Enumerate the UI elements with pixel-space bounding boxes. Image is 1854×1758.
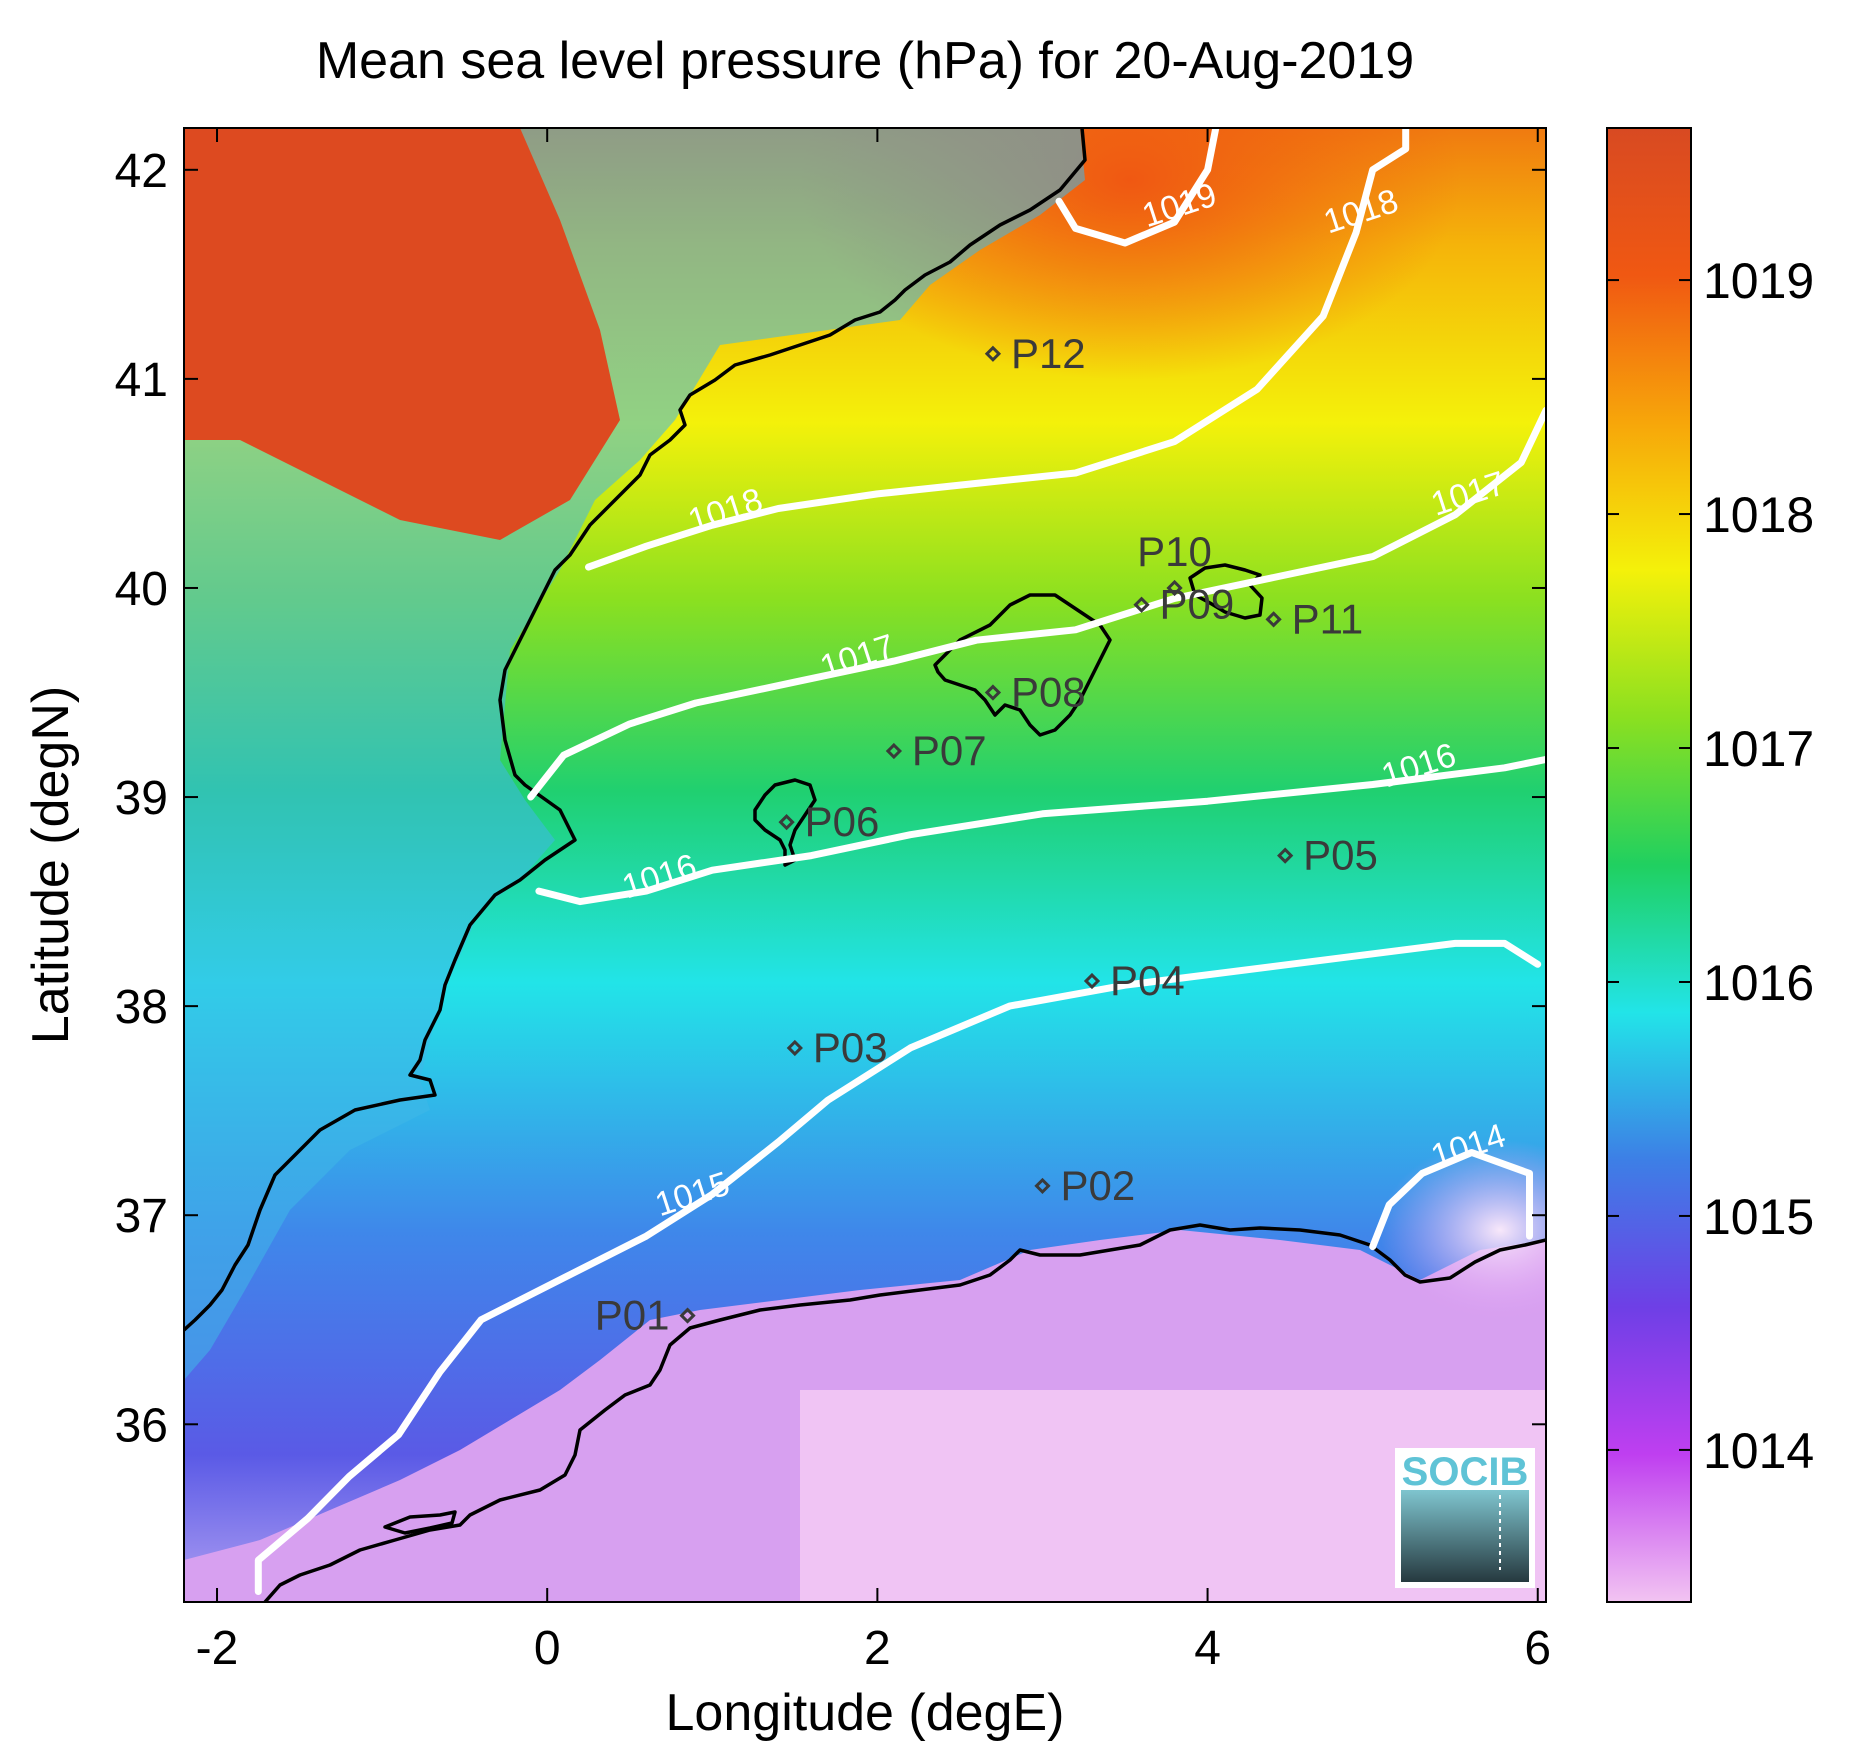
station-label-p06: P06 xyxy=(805,798,880,845)
station-marker-p10 xyxy=(1166,579,1183,597)
ibiza-island xyxy=(753,778,817,867)
station-label-p05: P05 xyxy=(1303,832,1378,879)
iberia-highlands xyxy=(184,128,620,540)
y-tick-label: 37 xyxy=(115,1190,168,1243)
colorbar-tick-label: 1017 xyxy=(1703,721,1814,777)
y-tick-label: 40 xyxy=(115,563,168,616)
socib-logo: SOCIB xyxy=(1395,1448,1535,1588)
low-pressure-area xyxy=(1380,1140,1546,1320)
station-marker-p07 xyxy=(885,742,903,760)
y-tick-label: 39 xyxy=(115,772,168,825)
station-marker-p01 xyxy=(679,1307,696,1324)
station-label-p08: P08 xyxy=(1011,669,1086,716)
x-tick-label: 0 xyxy=(534,1622,561,1675)
iberia-coastline xyxy=(184,128,1087,1332)
colorbar-tick-label: 1014 xyxy=(1703,1423,1814,1479)
x-axis-label: Longitude (degE) xyxy=(666,1684,1065,1742)
station-marker-p08 xyxy=(984,684,1002,701)
station-markers: P01 P02 P03 P04 P05 P06 P07 P08 P09 P10 P11 P12 xyxy=(595,330,1378,1339)
colorbar-ticks: 1014 1015 1016 1017 1018 1019 xyxy=(1607,253,1814,1479)
contour-1016-line xyxy=(535,755,1546,906)
alboran-island xyxy=(383,1510,457,1535)
station-label-p09: P09 xyxy=(1160,581,1235,628)
colorbar-tick-label: 1019 xyxy=(1703,253,1814,309)
africa-coastline xyxy=(263,1223,1546,1602)
x-tick-label: 6 xyxy=(1524,1622,1551,1675)
contour-1017-line xyxy=(527,406,1546,801)
station-marker-p04 xyxy=(1083,972,1101,990)
station-label-p01: P01 xyxy=(595,1292,670,1339)
chart-title: Mean sea level pressure (hPa) for 20-Aug… xyxy=(316,32,1414,90)
station-label-p07: P07 xyxy=(912,727,987,774)
socib-logo-text: SOCIB xyxy=(1402,1450,1529,1494)
colorbar-tick-label: 1015 xyxy=(1703,1189,1814,1245)
station-marker-p05 xyxy=(1277,847,1294,864)
colorbar-gradient xyxy=(1606,127,1692,1603)
x-tick-label: 4 xyxy=(1194,1622,1221,1675)
x-axis: -2 0 2 4 6 xyxy=(196,128,1551,1675)
station-label-p04: P04 xyxy=(1110,957,1185,1004)
contour-1015-line xyxy=(254,939,1542,1595)
contour-lines xyxy=(254,128,1546,1595)
station-label-p11: P11 xyxy=(1292,595,1364,642)
colorbar-tick-label: 1016 xyxy=(1703,955,1814,1011)
station-marker-p12 xyxy=(984,345,1002,362)
y-tick-label: 41 xyxy=(115,354,168,407)
station-marker-p06 xyxy=(778,814,795,831)
station-marker-p11 xyxy=(1265,611,1282,628)
station-label-p03: P03 xyxy=(813,1024,888,1071)
mallorca-island xyxy=(933,593,1112,737)
x-tick-label: 2 xyxy=(864,1622,891,1675)
menorca-island xyxy=(1188,563,1264,620)
station-marker-p02 xyxy=(1034,1177,1051,1195)
contour-1019-line xyxy=(1055,128,1220,247)
contour-1014-line xyxy=(1369,1149,1533,1251)
station-label-p10: P10 xyxy=(1137,528,1212,575)
station-label-p12: P12 xyxy=(1011,330,1086,377)
x-tick-label: -2 xyxy=(196,1622,239,1675)
y-tick-label: 38 xyxy=(115,981,168,1034)
y-axis: 36 37 38 39 40 41 42 xyxy=(115,145,1546,1452)
station-marker-p03 xyxy=(786,1039,803,1057)
y-axis-label: Latitude (degN) xyxy=(22,686,80,1044)
colorbar: 1014 1015 1016 1017 1018 1019 xyxy=(1606,127,1814,1603)
y-tick-label: 42 xyxy=(115,145,168,198)
station-marker-p09 xyxy=(1133,596,1150,613)
plot-frame xyxy=(183,127,1547,1603)
colorbar-tick-label: 1018 xyxy=(1703,487,1814,543)
y-tick-label: 36 xyxy=(115,1399,168,1452)
contour-1018-line xyxy=(585,128,1410,571)
station-label-p02: P02 xyxy=(1060,1162,1135,1209)
